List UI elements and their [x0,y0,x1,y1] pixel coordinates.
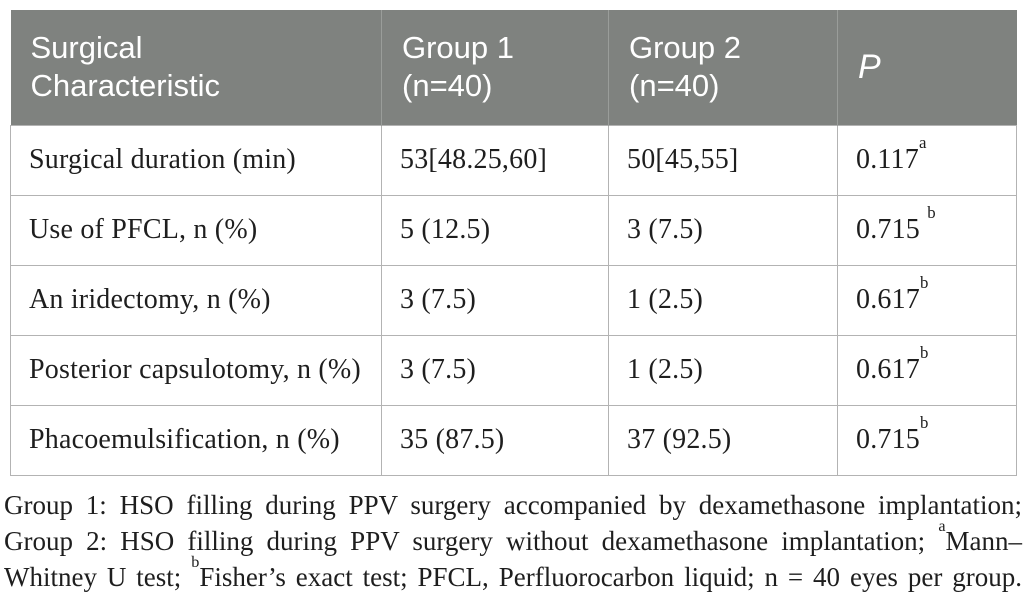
header-line: Surgical [30,30,143,66]
header-line: Group 2 [629,30,742,66]
p-value: 0.715 [856,214,928,245]
footnote-text: Whitney U test; [4,562,192,592]
footnote-superscript-b: b [191,553,200,572]
table-footnote: Group 1: HSO filling during PPV surgery … [4,487,1022,595]
group1-value: 35 (87.5) [381,404,609,476]
p-superscript: b [920,413,929,433]
table-row: Phacoemulsification, n (%) 35 (87.5) 37 … [10,404,1017,476]
header-line: (n=40) [402,68,493,104]
table-row: Posterior capsulotomy, n (%) 3 (7.5) 1 (… [10,334,1017,406]
group2-value: 3 (7.5) [608,194,838,266]
header-line: Characteristic [30,68,221,104]
p-value: 0.117 [856,144,919,175]
footnote-line-1: Group 1: HSO filling during PPV surgery … [4,487,1022,523]
header-line: Group 1 [402,30,515,66]
p-value: 0.617 [856,284,920,315]
p-value-cell: 0.715b [837,404,1017,476]
footnote-text: Group 2: HSO filling during PPV surgery … [4,526,939,556]
p-value-cell: 0.715 b [837,194,1017,266]
group2-value: 37 (92.5) [608,404,838,476]
p-superscript: b [920,343,929,363]
footnote-text: Group 1: HSO filling during PPV surgery … [4,490,1022,520]
footnote-line-2: Group 2: HSO filling during PPV surgery … [4,518,1023,559]
group2-value: 1 (2.5) [608,334,838,406]
p-value: 0.715 [856,424,920,455]
table-row: An iridectomy, n (%) 3 (7.5) 1 (2.5) 0.6… [10,264,1017,336]
p-value-cell: 0.617b [837,264,1017,336]
footnote-line-3: Whitney U test; bFisher’s exact test; PF… [4,554,1022,595]
group1-value: 53[48.25,60] [381,124,609,196]
group2-value: 50[45,55] [608,124,838,196]
footnote-superscript-a: a [938,517,946,536]
header-group-2: Group 2 (n=40) [608,10,838,125]
p-value-cell: 0.117a [837,124,1017,196]
group1-value: 3 (7.5) [381,264,609,336]
group1-value: 3 (7.5) [381,334,609,406]
group2-value: 1 (2.5) [608,264,838,336]
footnote-text: Mann– [945,526,1023,556]
p-value: 0.617 [856,354,920,385]
p-superscript: a [918,133,927,153]
row-label: Surgical duration (min) [10,124,382,196]
row-label: Posterior capsulotomy, n (%) [10,334,382,406]
row-label: Phacoemulsification, n (%) [10,404,382,476]
header-surgical-characteristic: Surgical Characteristic [10,10,382,125]
group1-value: 5 (12.5) [381,194,609,266]
header-p-value: P [837,10,1017,125]
header-line: P [858,48,881,87]
header-group-1: Group 1 (n=40) [381,10,609,125]
p-superscript: b [927,203,936,223]
p-value-cell: 0.617b [837,334,1017,406]
table-row: Surgical duration (min) 53[48.25,60] 50[… [10,124,1017,196]
p-superscript: b [920,273,929,293]
table-row: Use of PFCL, n (%) 5 (12.5) 3 (7.5) 0.71… [10,194,1017,266]
header-line: (n=40) [629,68,720,104]
row-label: Use of PFCL, n (%) [10,194,382,266]
header-row: Surgical Characteristic Group 1 (n=40) G… [10,10,1017,125]
footnote-text: Fisher’s exact test; PFCL, Perfluorocarb… [199,562,1022,592]
surgical-characteristics-table: Surgical Characteristic Group 1 (n=40) G… [10,10,1017,476]
row-label: An iridectomy, n (%) [10,264,382,336]
